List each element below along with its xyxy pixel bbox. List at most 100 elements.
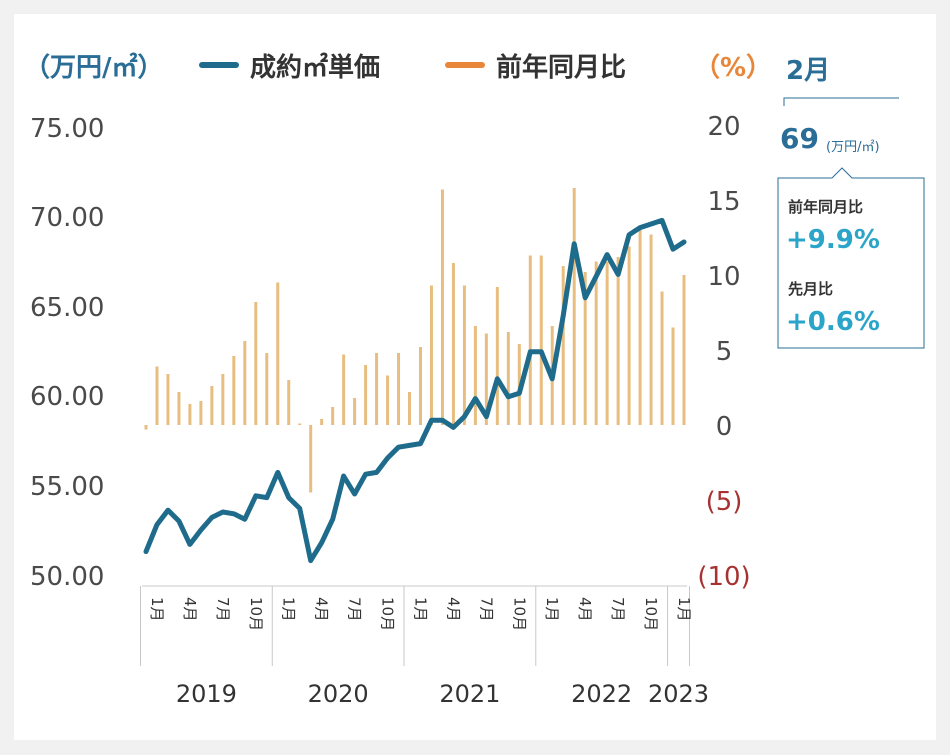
year-labels: 2019 2020 2021 2022 2023 — [176, 680, 709, 708]
year-label: 2023 — [648, 680, 709, 708]
right-tick-10: 10 — [707, 262, 740, 292]
year-label: 2022 — [571, 680, 632, 708]
yoy-bar — [364, 365, 368, 425]
yoy-bar — [188, 404, 192, 425]
callout-mom-label: 先月比 — [788, 280, 833, 298]
left-tick-65: 65.00 — [30, 293, 104, 323]
month-tick-label: 10月 — [379, 597, 397, 631]
yoy-bar — [287, 380, 291, 425]
left-tick-75: 75.00 — [30, 114, 104, 144]
left-tick-70: 70.00 — [30, 203, 104, 233]
yoy-bar — [386, 375, 390, 425]
month-tick-label: 1月 — [411, 597, 429, 622]
yoy-bar — [660, 291, 664, 425]
callout-mom-value: +0.6% — [786, 307, 880, 337]
yoy-bar — [232, 356, 236, 425]
yoy-bar — [221, 374, 225, 425]
yoy-bar — [451, 263, 455, 425]
legend-label-price: 成約㎡単価 — [250, 52, 380, 83]
yoy-bar — [155, 366, 159, 425]
right-tick-15: 15 — [707, 187, 740, 217]
legend-label-yoy: 前年同月比 — [496, 52, 626, 83]
left-tick-60: 60.00 — [30, 382, 104, 412]
month-tick-label: 1月 — [280, 597, 298, 622]
yoy-bar — [375, 353, 379, 425]
year-label: 2020 — [308, 680, 369, 708]
month-tick-label: 1月 — [148, 597, 166, 622]
yoy-bar — [473, 326, 477, 425]
yoy-bar — [440, 189, 444, 425]
year-label: 2021 — [439, 680, 500, 708]
yoy-bar — [671, 327, 675, 425]
month-tick-label: 4月 — [444, 597, 462, 622]
month-tick-label: 4月 — [576, 597, 594, 622]
yoy-bar — [210, 386, 214, 425]
callout-yoy-value: +9.9% — [786, 225, 880, 255]
month-tick-label: 1月 — [543, 597, 561, 622]
yoy-bar — [353, 398, 357, 425]
yoy-bar — [682, 275, 686, 425]
yoy-bar — [144, 425, 148, 430]
yoy-bar — [462, 285, 466, 425]
left-tick-50: 50.00 — [30, 562, 104, 592]
yoy-bar — [276, 282, 280, 425]
month-tick-label: 10月 — [247, 597, 265, 631]
yoy-bar — [484, 333, 488, 425]
left-axis-unit-label: （万円/㎡） — [24, 52, 164, 83]
yoy-bar — [342, 354, 346, 425]
month-tick-label: 10月 — [642, 597, 660, 631]
yoy-bar — [265, 353, 269, 425]
yoy-bar — [649, 234, 653, 425]
yoy-bar — [539, 255, 543, 425]
month-tick-label: 7月 — [346, 597, 364, 622]
right-tick-5: 5 — [716, 337, 733, 367]
yoy-bar — [166, 374, 170, 425]
yoy-bar — [199, 401, 203, 425]
yoy-bar — [243, 341, 247, 425]
right-tick-0: 0 — [716, 412, 733, 442]
yoy-bar — [320, 419, 324, 425]
callout-yoy-label: 前年同月比 — [788, 198, 863, 216]
yoy-bar — [429, 285, 433, 425]
yoy-bar — [418, 347, 422, 425]
yoy-bar — [309, 425, 313, 493]
price-chart: （万円/㎡） 成約㎡単価 前年同月比 （%） 75.00 70.00 65.00… — [24, 52, 925, 708]
month-tick-label: 7月 — [477, 597, 495, 622]
yoy-bar — [254, 302, 258, 425]
yoy-bar — [572, 188, 576, 425]
month-tick-label: 4月 — [313, 597, 331, 622]
right-tick-20: 20 — [707, 112, 740, 142]
yoy-bar — [583, 272, 587, 425]
callout-box — [777, 167, 925, 349]
month-tick-label: 1月 — [675, 597, 693, 622]
yoy-bar — [561, 266, 565, 425]
yoy-bar — [397, 353, 401, 425]
yoy-bar — [528, 255, 532, 425]
yoy-bar — [594, 261, 598, 425]
month-tick-label: 10月 — [510, 597, 528, 631]
yoy-bar — [408, 392, 412, 425]
year-label: 2019 — [176, 680, 237, 708]
month-tick-label: 4月 — [181, 597, 199, 622]
left-tick-55: 55.00 — [30, 472, 104, 502]
chart-panel: （万円/㎡） 成約㎡単価 前年同月比 （%） 75.00 70.00 65.00… — [14, 14, 936, 740]
right-tick-neg10: (10) — [697, 562, 750, 592]
yoy-bar — [616, 257, 620, 425]
yoy-bar — [331, 407, 335, 425]
callout-price-value: 69 — [780, 122, 819, 155]
month-tick-label: 7月 — [609, 597, 627, 622]
month-tick-label: 7月 — [214, 597, 232, 622]
yoy-bar — [506, 332, 510, 425]
x-axis-grid — [140, 585, 690, 666]
callout-month: 2月 — [786, 56, 830, 86]
yoy-bar — [298, 423, 302, 425]
yoy-bar — [638, 228, 642, 425]
price-line — [143, 217, 687, 564]
yoy-bar — [177, 392, 181, 425]
right-tick-neg5: (5) — [706, 487, 743, 517]
callout-bracket — [783, 97, 899, 106]
yoy-bar — [627, 246, 631, 425]
right-axis-unit-label: （%） — [694, 53, 772, 83]
callout-price-unit: (万円/㎡) — [826, 140, 880, 155]
yoy-bar — [495, 287, 499, 425]
